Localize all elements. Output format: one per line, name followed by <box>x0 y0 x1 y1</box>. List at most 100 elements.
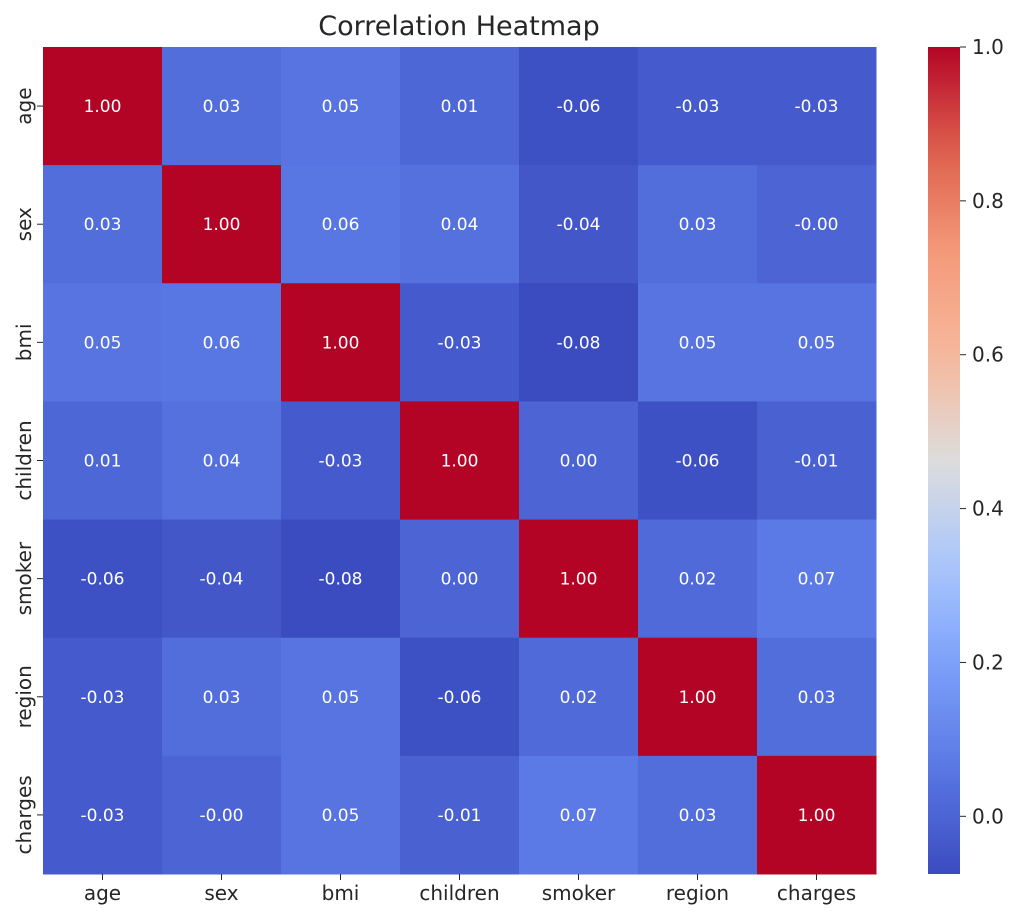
colorbar: 0.0 0.2 0.4 0.6 0.8 1.0 <box>928 35 1004 874</box>
cell-label: -0.04 <box>557 215 601 235</box>
heatmap-cell <box>519 401 639 521</box>
cell-label: 0.05 <box>322 806 360 826</box>
y-tick-label: charges <box>12 775 36 854</box>
y-tick-label: smoker <box>12 541 36 615</box>
y-axis: age sex bmi children smoker region charges <box>12 87 43 855</box>
colorbar-tick-label: 0.2 <box>972 650 1004 674</box>
heatmap-cell <box>400 283 520 402</box>
heatmap-cell <box>43 283 163 402</box>
cell-label: 0.06 <box>322 215 360 235</box>
cell-label: -0.06 <box>438 688 482 708</box>
heatmap-cell <box>519 755 639 875</box>
heatmap-cell <box>43 47 163 166</box>
heatmap-cell <box>281 401 401 521</box>
colorbar-gradient <box>928 47 960 874</box>
y-tick-label: region <box>12 665 36 728</box>
heatmap-cell <box>519 519 639 639</box>
heatmap-cell <box>519 637 639 757</box>
cell-label: -0.03 <box>81 806 125 826</box>
heatmap-cell <box>43 519 163 639</box>
x-tick-label: region <box>666 881 729 905</box>
heatmap-cell <box>162 165 282 284</box>
cell-label: 1.00 <box>441 452 479 472</box>
heatmap-cell <box>638 637 758 757</box>
cell-label: 1.00 <box>798 806 836 826</box>
cell-label: 0.05 <box>84 333 122 353</box>
heatmap-cell <box>757 283 877 402</box>
cell-label: 0.03 <box>203 688 241 708</box>
x-tick-label: bmi <box>322 881 360 905</box>
cell-label: -0.03 <box>795 97 839 117</box>
heatmap-cell <box>400 755 520 875</box>
cell-label: 1.00 <box>203 215 241 235</box>
cell-label: 0.04 <box>441 215 479 235</box>
cell-label: -0.03 <box>81 688 125 708</box>
heatmap-cell <box>519 283 639 402</box>
cell-label: 0.07 <box>560 806 598 826</box>
heatmap-cell <box>519 165 639 284</box>
cell-label: 0.05 <box>679 333 717 353</box>
x-tick-label: sex <box>204 881 238 905</box>
heatmap-cell <box>162 47 282 166</box>
heatmap-cell <box>400 47 520 166</box>
heatmap-cell <box>162 401 282 521</box>
cell-label: 1.00 <box>679 688 717 708</box>
heatmap-cell <box>757 519 877 639</box>
cell-label: 0.02 <box>679 570 717 590</box>
heatmap-cell <box>519 47 639 166</box>
cell-label: -0.08 <box>319 570 363 590</box>
cell-label: 0.03 <box>84 215 122 235</box>
heatmap-cell <box>400 165 520 284</box>
colorbar-tick-label: 0.0 <box>972 804 1004 828</box>
cell-label: 0.03 <box>679 806 717 826</box>
heatmap-cell <box>162 637 282 757</box>
y-tick-label: age <box>12 87 36 124</box>
heatmap-cell <box>757 755 877 875</box>
x-tick-label: smoker <box>542 881 616 905</box>
heatmap-cell <box>757 637 877 757</box>
cell-label: 0.01 <box>441 97 479 117</box>
x-tick-label: age <box>84 881 121 905</box>
cell-label: 0.07 <box>798 570 836 590</box>
cell-label: 0.02 <box>560 688 598 708</box>
cell-label: 0.03 <box>798 688 836 708</box>
heatmap-cell <box>638 283 758 402</box>
heatmap-cell <box>757 401 877 521</box>
heatmap-cell <box>162 283 282 402</box>
cell-label: 0.05 <box>322 97 360 117</box>
heatmap-cell <box>281 165 401 284</box>
y-tick-label: children <box>12 420 36 500</box>
cell-label: 0.01 <box>84 452 122 472</box>
cell-label: 0.05 <box>322 688 360 708</box>
cell-label: 0.06 <box>203 333 241 353</box>
heatmap-cell <box>162 755 282 875</box>
heatmap-cell <box>638 401 758 521</box>
cell-label: 0.00 <box>560 452 598 472</box>
heatmap-cell <box>43 755 163 875</box>
cell-label: -0.01 <box>795 452 839 472</box>
heatmap-cell <box>43 637 163 757</box>
x-tick-label: children <box>419 881 499 905</box>
heatmap-cell <box>757 47 877 166</box>
cell-label: 1.00 <box>322 333 360 353</box>
cell-label: -0.03 <box>676 97 720 117</box>
heatmap-cell <box>43 165 163 284</box>
heatmap-cell <box>400 519 520 639</box>
heatmap-cell <box>638 755 758 875</box>
x-axis: age sex bmi children smoker region charges <box>84 874 856 905</box>
heatmap-cell <box>638 519 758 639</box>
heatmap-cell <box>43 401 163 521</box>
heatmap-cell <box>638 47 758 166</box>
cell-label: 1.00 <box>84 97 122 117</box>
cell-label: 0.03 <box>203 97 241 117</box>
heatmap-cell <box>281 519 401 639</box>
cell-label: -0.06 <box>81 570 125 590</box>
heatmap-cell <box>638 165 758 284</box>
y-tick-label: bmi <box>12 323 36 361</box>
cell-label: -0.00 <box>795 215 839 235</box>
heatmap-cell <box>400 401 520 521</box>
cell-label: -0.03 <box>319 452 363 472</box>
heatmap-cell <box>400 637 520 757</box>
